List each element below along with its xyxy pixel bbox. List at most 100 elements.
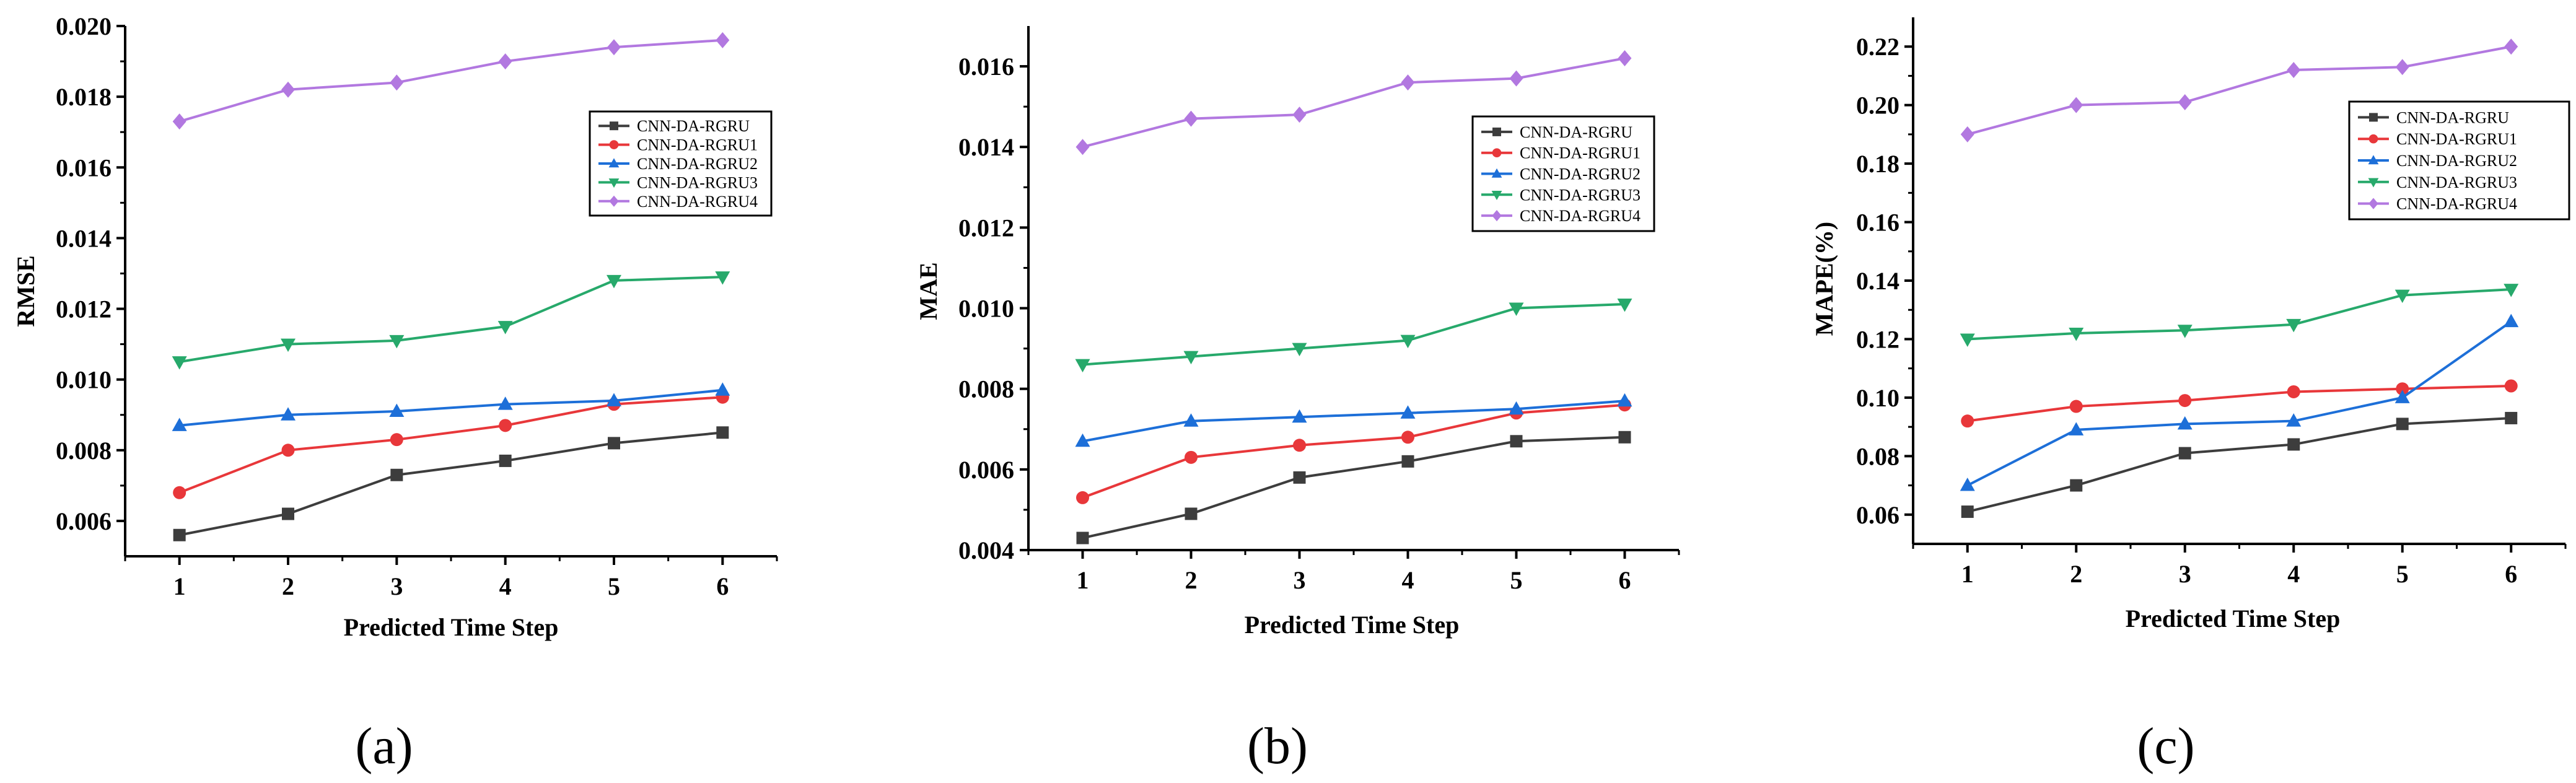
panel-a-series-0-point bbox=[499, 454, 512, 467]
panel-a-ytick-label: 0.006 bbox=[56, 507, 112, 535]
panel-c-series-0-line bbox=[1967, 416, 2512, 513]
panel-b-ytick-label: 0.006 bbox=[958, 456, 1014, 484]
panel-b-series-0-point bbox=[1293, 471, 1306, 484]
panel-c-legend-label-4: CNN-DA-RGRU4 bbox=[2396, 195, 2517, 213]
panel-a-series-1-point bbox=[281, 444, 295, 457]
panel-a-series-4-line bbox=[179, 38, 723, 123]
panel-c-xtick-label: 1 bbox=[1961, 560, 1974, 588]
panel-a-legend-marker-0 bbox=[610, 121, 618, 131]
panel-a-ytick-label: 0.014 bbox=[56, 224, 112, 252]
panel-b-ytick-label: 0.016 bbox=[958, 53, 1014, 81]
panel-a-xtick-label: 4 bbox=[499, 572, 512, 600]
panel-c-series-2-point bbox=[2177, 416, 2193, 430]
panel-b-xtick-label: 3 bbox=[1294, 566, 1306, 594]
panel-a-series-2-point bbox=[497, 396, 513, 410]
panel-c-xtick-label: 4 bbox=[2287, 560, 2300, 588]
panel-a-series-4-point bbox=[172, 113, 186, 130]
panel-a-series-4-point bbox=[281, 81, 295, 98]
panel-c-ytick-label: 0.08 bbox=[1856, 442, 1899, 470]
panel-a-ylabel: RMSE bbox=[12, 255, 40, 327]
panel-c-xtick-label: 3 bbox=[2179, 560, 2191, 588]
panel-b-legend-marker-2 bbox=[1491, 168, 1502, 178]
panel-a-ytick-label: 0.018 bbox=[56, 83, 112, 111]
panel-c-legend-marker-4 bbox=[2368, 198, 2378, 209]
panel-a-series-3-point bbox=[389, 335, 405, 349]
panel-c-series-3-line bbox=[1967, 288, 2512, 341]
panel-a-ytick-label: 0.020 bbox=[56, 12, 112, 40]
panel-b-series-3-point bbox=[1617, 299, 1632, 312]
panel-a-series-1-point bbox=[499, 419, 512, 432]
panel-a-legend-label-3: CNN-DA-RGRU3 bbox=[637, 173, 758, 191]
panel-c-series-0-point bbox=[2396, 418, 2409, 431]
panel-c-series-0-point bbox=[2505, 411, 2518, 424]
panel-c-series-2-line bbox=[1966, 320, 2512, 487]
panel-c-series-4-point bbox=[2504, 38, 2518, 55]
panel-b-ytick-label: 0.008 bbox=[958, 375, 1014, 403]
panel-a-series-2-line bbox=[179, 388, 723, 427]
panel-c-legend-label-1: CNN-DA-RGRU1 bbox=[2396, 130, 2517, 148]
panel-b-chart: MAE Predicted Time Step (b) 0.004 0.006 0.… bbox=[914, 26, 1680, 775]
panel-a-series-0-point bbox=[716, 426, 729, 439]
panel-b-series-2-point bbox=[1400, 405, 1416, 419]
panel-c-ytick-label: 0.20 bbox=[1856, 92, 1899, 120]
panel-a-ytick-label: 0.012 bbox=[56, 295, 112, 323]
panel-c-series-0-point bbox=[1961, 505, 1974, 518]
panel-c-series-2-point bbox=[1960, 478, 1975, 491]
panel-c-series-4-point bbox=[2178, 94, 2192, 110]
panel-a-series-3-point bbox=[497, 321, 513, 335]
panel-b-series-3-point bbox=[1292, 343, 1307, 357]
panel-b-legend-label-3: CNN-DA-RGRU3 bbox=[1520, 186, 1641, 204]
panel-a-xtick-label: 5 bbox=[608, 572, 620, 600]
panel-b-series-2-point bbox=[1075, 433, 1090, 447]
panel-a-series-1-point bbox=[390, 433, 403, 447]
panel-a-ytick-label: 0.008 bbox=[56, 437, 112, 465]
panel-b-series-3-point bbox=[1075, 359, 1090, 373]
panel-a-series-3-point bbox=[172, 356, 187, 370]
panel-c-series-3-point bbox=[2069, 328, 2084, 341]
panel-c-series-3-point bbox=[2177, 325, 2193, 338]
panel-c-label: (c) bbox=[2137, 717, 2194, 775]
panel-a-xtick-label: 1 bbox=[173, 572, 186, 600]
panel-c-series-2-point bbox=[2394, 390, 2410, 403]
panel-a-series-2-point bbox=[715, 382, 730, 396]
panel-a-xlabel: Predicted Time Step bbox=[344, 613, 559, 641]
panel-a-series-0-point bbox=[608, 437, 620, 450]
panel-b-ytick-label: 0.010 bbox=[958, 295, 1014, 323]
panel-a-label: (a) bbox=[355, 717, 413, 775]
panel-b-series-4-point bbox=[1184, 110, 1198, 127]
panel-a-series-2-point bbox=[389, 403, 405, 418]
panel-c-series-3-point bbox=[2504, 284, 2519, 297]
panel-b-ytick-label: 0.014 bbox=[958, 133, 1014, 161]
panel-a-legend-marker-4 bbox=[609, 195, 619, 207]
panel-b-series-1-point bbox=[1076, 491, 1089, 504]
panel-a-xtick-label: 6 bbox=[716, 572, 729, 600]
panel-a-legend-label-0: CNN-DA-RGRU bbox=[637, 117, 750, 135]
panel-c-series-4-point bbox=[2287, 62, 2301, 78]
panel-a-legend-label-2: CNN-DA-RGRU2 bbox=[637, 155, 758, 173]
panel-b-series-3-point bbox=[1509, 302, 1524, 317]
panel-c-legend-label-2: CNN-DA-RGRU2 bbox=[2396, 152, 2517, 170]
panel-b-legend-label-4: CNN-DA-RGRU4 bbox=[1520, 207, 1641, 225]
panel-a-series-2-point bbox=[281, 407, 296, 421]
panel-b-xtick-label: 5 bbox=[1510, 566, 1523, 594]
panel-b-series-0-point bbox=[1076, 531, 1089, 545]
panel-a-series-0-line bbox=[179, 431, 723, 536]
panel-a-chart: RMSE Predicted Time Step (a) 0.006 0.008 0… bbox=[12, 12, 778, 775]
panel-a-series-0-point bbox=[173, 528, 186, 541]
panel-c-series-1-point bbox=[2178, 394, 2192, 408]
panel-a-series-0-point bbox=[282, 507, 294, 520]
panel-a-series-4-point bbox=[498, 53, 512, 70]
panel-c-xlabel: Predicted Time Step bbox=[2126, 605, 2341, 632]
panel-b-series-2-point bbox=[1292, 409, 1307, 423]
panel-c-series-2-point bbox=[2286, 413, 2302, 427]
panel-c-legend-marker-3 bbox=[2368, 178, 2379, 188]
panel-a-xtick-label: 3 bbox=[390, 572, 403, 600]
panel-c-ytick-label: 0.06 bbox=[1856, 501, 1899, 529]
panel-b-series-2-point bbox=[1183, 413, 1199, 427]
panel-a-series-4-point bbox=[607, 39, 621, 56]
panel-a-series-3-line bbox=[179, 276, 723, 364]
panel-c-ytick-label: 0.16 bbox=[1856, 209, 1899, 237]
panel-b-xtick-label: 6 bbox=[1619, 566, 1631, 594]
panel-b-series-4-point bbox=[1618, 50, 1632, 67]
panel-a-legend-marker-3 bbox=[608, 178, 620, 188]
